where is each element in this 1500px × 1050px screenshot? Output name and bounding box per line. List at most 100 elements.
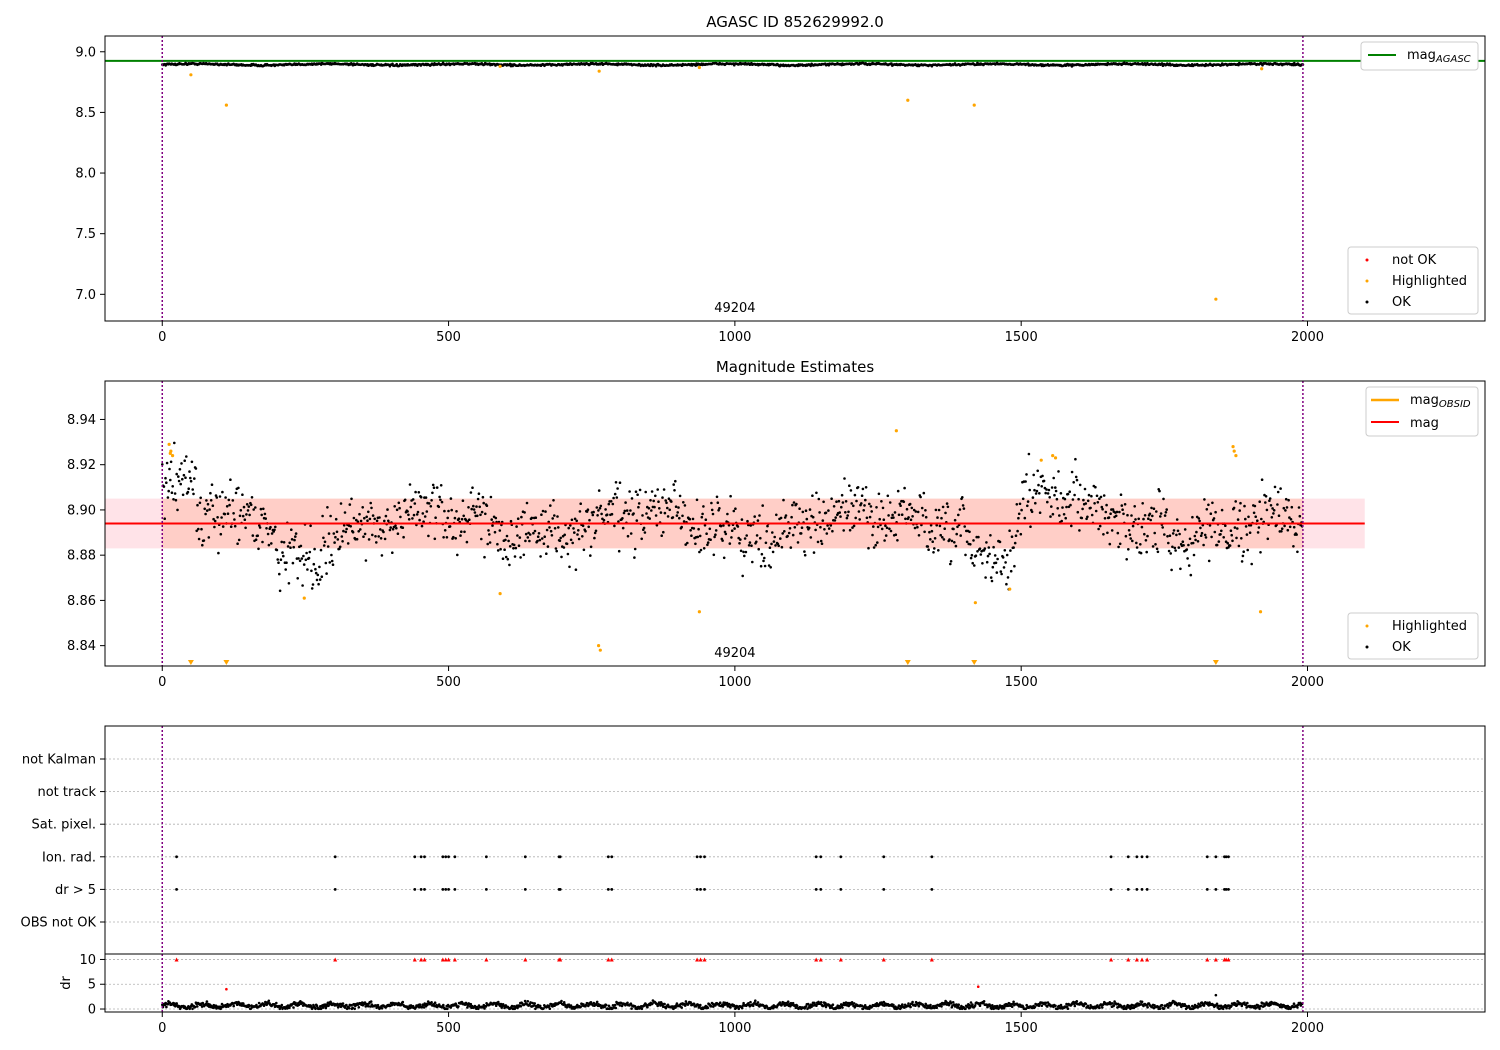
ok-point [1078,529,1081,532]
dr-point [232,1004,235,1008]
ok-point [375,541,378,544]
flag-event-marker [1135,888,1139,891]
ok-point [567,526,570,530]
ok-point [1239,501,1242,505]
ok-point [270,542,273,545]
ok-point [827,527,831,530]
ok-point [1010,535,1014,538]
ok-point [193,477,196,480]
ok-point [233,518,236,521]
ok-point [787,531,791,535]
ok-point [515,525,518,528]
dr-point [896,1006,900,1010]
ok-point [1109,512,1112,515]
ok-point [322,544,326,547]
ok-point [424,496,428,499]
dr-point [751,1004,755,1008]
dr-point [380,1007,384,1010]
ok-point [1051,512,1055,516]
flag-event-marker [1109,855,1113,859]
ok-point [1118,542,1122,546]
ok-point [1123,503,1127,506]
ok-point [378,516,381,519]
dr-clipped-marker [609,957,614,962]
ok-point [1146,534,1149,538]
ok-point [556,515,559,518]
ok-point [1027,452,1031,456]
ok-point [801,510,805,514]
ok-point [666,515,670,518]
ok-point [964,553,967,557]
flag-event-marker [453,855,457,859]
ok-point [717,509,720,512]
dr-point [1044,1001,1048,1005]
ok-point [559,536,562,540]
flag-event-marker [703,855,706,859]
ok-point [443,509,446,513]
ok-point [902,500,906,504]
legend-agasc-points: not OK Highlighted OK [1347,246,1479,315]
y-tick-label: 10 [79,953,96,968]
ok-point [1150,506,1153,510]
ok-point [180,462,183,465]
ok-point [226,512,230,515]
ok-point [860,494,864,498]
ok-point [573,517,577,521]
ok-point [1171,545,1174,549]
ok-point [1249,524,1253,527]
ok-point [416,510,420,514]
ok-point [178,468,182,471]
dr-axis-label: dr [59,976,74,990]
ok-point [1087,493,1091,497]
ok-point [1272,512,1275,515]
ok-point [442,536,445,539]
ok-point [1059,492,1063,495]
ok-point [713,535,716,539]
ok-point [962,507,966,510]
ok-point [858,518,861,521]
flag-event-marker [839,888,843,891]
below-range-marker [904,660,911,665]
ok-point [815,491,818,495]
ok-point [1298,514,1302,518]
ok-point [750,544,753,547]
ok-point [560,555,563,559]
ok-point [917,534,921,537]
ok-point [591,513,595,517]
ok-point [369,501,373,505]
dr-point [670,1005,674,1008]
ok-point [910,506,914,510]
ok-point [968,530,971,534]
highlighted-point [697,65,701,70]
dr-point [367,1004,370,1008]
ok-point [822,500,825,504]
ok-point [791,503,794,507]
ok-point [757,547,760,551]
ok-point [465,540,469,544]
ok-point [177,479,181,483]
ok-point [938,524,942,528]
ok-point [437,505,441,509]
ok-point [880,500,883,503]
ok-point [302,554,305,558]
ok-point [741,574,744,578]
ok-point [237,486,240,490]
dr-point [376,1003,380,1007]
highlighted-point [1232,449,1236,453]
dr-clipped-marker [484,957,489,962]
ok-point [1232,506,1236,510]
ok-point [297,557,300,560]
ok-point [1186,557,1189,560]
ok-point [1065,505,1068,509]
ok-point [172,498,175,501]
ok-point [1265,508,1269,512]
ok-point [484,512,487,516]
ok-point [202,539,206,542]
ok-point [656,488,659,491]
ok-point [1015,503,1019,506]
ok-point [1222,536,1225,539]
ok-point [1120,504,1124,507]
ok-point [480,510,484,514]
ok-point [1037,483,1040,487]
ok-point [729,494,732,498]
